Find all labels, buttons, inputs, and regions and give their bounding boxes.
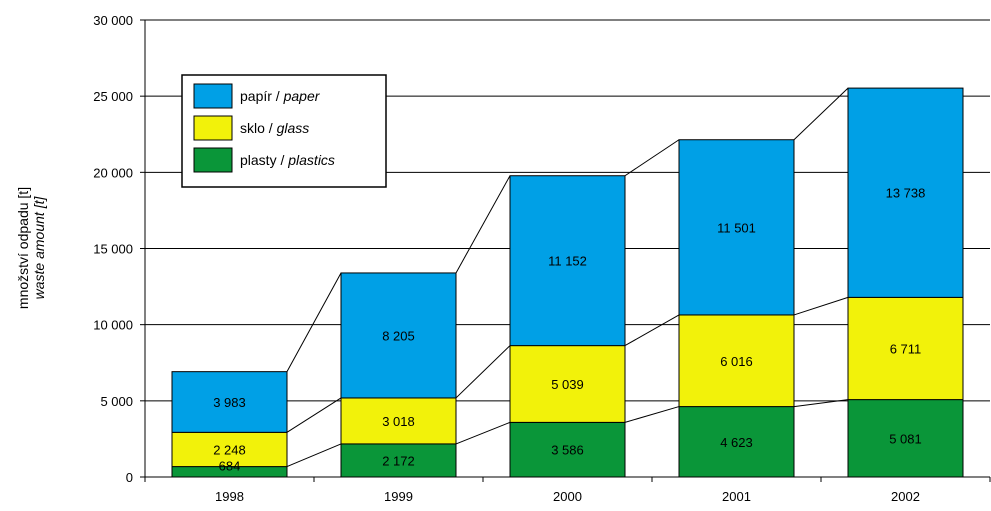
x-tick-label: 2001 — [722, 489, 751, 504]
x-tick-label: 1998 — [215, 489, 244, 504]
connector-line-paper — [286, 272, 342, 372]
data-label-glass: 2 248 — [213, 442, 246, 457]
connector-line-paper — [455, 175, 511, 274]
y-tick-label: 25 000 — [93, 89, 133, 104]
bars — [171, 87, 964, 478]
legend-label-paper: papír / paper — [240, 88, 321, 104]
data-label-plastics: 3 586 — [551, 443, 584, 458]
data-label-glass: 3 018 — [382, 414, 415, 429]
bar-segment-paper — [847, 87, 964, 298]
bar-segment-paper — [171, 371, 288, 433]
data-label-paper: 11 501 — [717, 220, 756, 235]
x-tick-label: 1999 — [384, 489, 413, 504]
connector-line-glass — [286, 397, 342, 433]
y-tick-labels: 0 5 000 10 000 15 000 20 000 25 000 30 000 — [93, 13, 145, 485]
bar-segment-glass — [847, 296, 964, 401]
legend-swatch-plastics — [193, 147, 233, 173]
connector-line-paper — [793, 87, 849, 141]
y-tick-label: 30 000 — [93, 13, 133, 28]
y-tick-label: 5 000 — [100, 394, 133, 409]
data-label-plastics: 5 081 — [889, 431, 922, 446]
bar-segment-plastics — [678, 406, 795, 478]
connector-line-plastics — [286, 443, 342, 468]
y-axis-title-cs: množství odpadu [t] — [15, 187, 31, 309]
connector-line-plastics — [455, 421, 511, 445]
y-axis-title: množství odpadu [t] waste amount [t] — [15, 187, 47, 309]
bar-segment-glass — [509, 345, 626, 423]
data-label-plastics: 684 — [219, 459, 241, 474]
connector-line-glass — [455, 345, 511, 399]
data-label-paper: 3 983 — [213, 395, 246, 410]
connector-line-plastics — [624, 406, 680, 423]
connector-line-glass — [793, 296, 849, 316]
data-label-glass: 6 016 — [720, 354, 753, 369]
y-tick-label: 0 — [126, 470, 133, 485]
bar-segment-plastics — [509, 421, 626, 478]
data-label-paper: 11 152 — [548, 254, 587, 269]
legend-swatch-glass — [193, 115, 233, 141]
connector-line-glass — [624, 314, 680, 347]
bar-segment-paper — [340, 272, 457, 399]
data-label-paper: 13 738 — [886, 186, 926, 201]
x-tick-label: 2000 — [553, 489, 582, 504]
connector-lines — [286, 87, 849, 468]
data-label-paper: 8 205 — [382, 328, 415, 343]
data-label-plastics: 4 623 — [720, 435, 753, 450]
data-label-glass: 5 039 — [551, 377, 584, 392]
y-tick-label: 10 000 — [93, 318, 133, 333]
legend-label-glass: sklo / glass — [240, 120, 309, 136]
connector-line-plastics — [793, 399, 849, 408]
data-label-plastics: 2 172 — [382, 453, 415, 468]
y-tick-label: 20 000 — [93, 165, 133, 180]
x-tick-labels: 1998 1999 2000 2001 2002 — [144, 477, 991, 504]
legend-label-plastics: plasty / plastics — [240, 152, 335, 168]
connector-line-paper — [624, 139, 680, 177]
data-label-glass: 6 711 — [890, 341, 922, 356]
y-axis-title-en: waste amount [t] — [31, 196, 47, 300]
bar-segment-paper — [678, 139, 795, 316]
data-labels: 684 2 172 3 586 4 623 5 081 2 248 3 018 5 039 6 … — [213, 186, 925, 474]
x-tick-label: 2002 — [891, 489, 920, 504]
bar-segment-plastics — [340, 443, 457, 478]
bar-segment-paper — [509, 175, 626, 347]
legend-swatch-paper — [193, 83, 233, 109]
y-tick-label: 15 000 — [93, 242, 133, 257]
bar-segment-glass — [678, 314, 795, 408]
bar-segment-glass — [340, 397, 457, 445]
legend: papír / paper sklo / glass plasty / plasti… — [181, 74, 387, 188]
